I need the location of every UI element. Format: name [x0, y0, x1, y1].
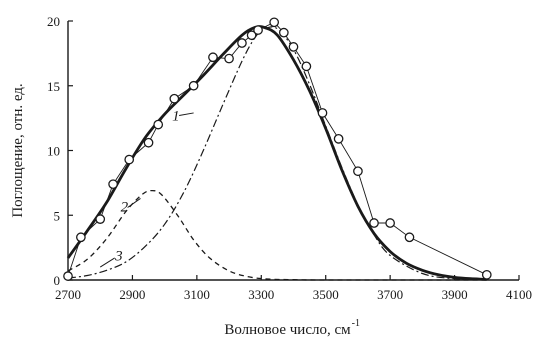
curve-label-3: 3	[114, 249, 123, 265]
data-point-marker	[237, 38, 247, 48]
data-point-marker	[95, 214, 106, 224]
x-tick-label: 3100	[184, 287, 210, 302]
curve-1-leader	[179, 112, 194, 117]
data-point-marker	[301, 61, 312, 72]
curve-label-2: 2	[121, 199, 129, 215]
y-tick-label: 10	[47, 144, 60, 159]
data-point-marker	[481, 269, 492, 280]
x-tick-label: 2900	[119, 287, 145, 302]
y-tick-label: 20	[47, 14, 60, 29]
data-point-marker	[188, 80, 199, 91]
series-2-curve	[67, 189, 487, 281]
data-markers-group	[63, 17, 492, 281]
data-point-marker	[108, 179, 118, 190]
x-tick-label: 3500	[313, 287, 339, 302]
data-point-marker	[153, 119, 164, 130]
x-tick-label: 4100	[506, 287, 532, 302]
data-point-marker	[124, 154, 135, 165]
curves-group	[66, 25, 487, 281]
data-point-marker	[288, 42, 299, 52]
y-tick-label: 0	[54, 273, 61, 288]
data-point-marker	[404, 232, 415, 243]
axis-titles-group: Волновое число, см -1 Поглощение, отн. ед.	[10, 83, 360, 338]
x-axis-title-superscript: -1	[352, 318, 360, 329]
x-axis-title: Волновое число, см	[224, 322, 351, 338]
data-point-marker	[76, 232, 86, 243]
axes-group: 2700 2900 3100 3300 3500 3700 3900 4100 0 5 10 15 20	[47, 14, 532, 302]
curve-labels-group: 1 2 3	[99, 109, 194, 268]
data-point-marker	[369, 218, 379, 228]
series-1-curve	[66, 25, 487, 281]
data-point-marker	[269, 17, 280, 28]
data-point-marker	[224, 53, 234, 64]
data-point-marker	[333, 133, 344, 144]
y-tick-label: 5	[54, 208, 61, 223]
data-point-marker	[385, 218, 395, 228]
data-point-marker	[143, 137, 154, 148]
curve-label-1: 1	[172, 109, 180, 125]
data-point-marker	[246, 30, 257, 41]
data-point-marker	[253, 25, 263, 35]
series-3-curve	[67, 26, 487, 281]
curve-3-leader	[99, 257, 115, 268]
series-experimental-line	[67, 21, 487, 277]
x-tick-label: 3900	[442, 287, 468, 302]
x-tick-label: 2700	[55, 287, 81, 302]
data-point-marker	[208, 52, 218, 63]
data-point-marker	[169, 93, 180, 104]
x-tick-label: 3300	[248, 287, 274, 302]
y-tick-label: 15	[47, 79, 60, 94]
data-point-marker	[353, 166, 363, 177]
x-tick-label: 3700	[377, 287, 403, 302]
data-point-marker	[278, 27, 289, 38]
curve-2-leader	[127, 198, 141, 208]
data-point-marker	[63, 271, 73, 281]
data-point-marker	[317, 108, 328, 118]
y-axis-title: Поглощение, отн. ед.	[10, 83, 26, 217]
